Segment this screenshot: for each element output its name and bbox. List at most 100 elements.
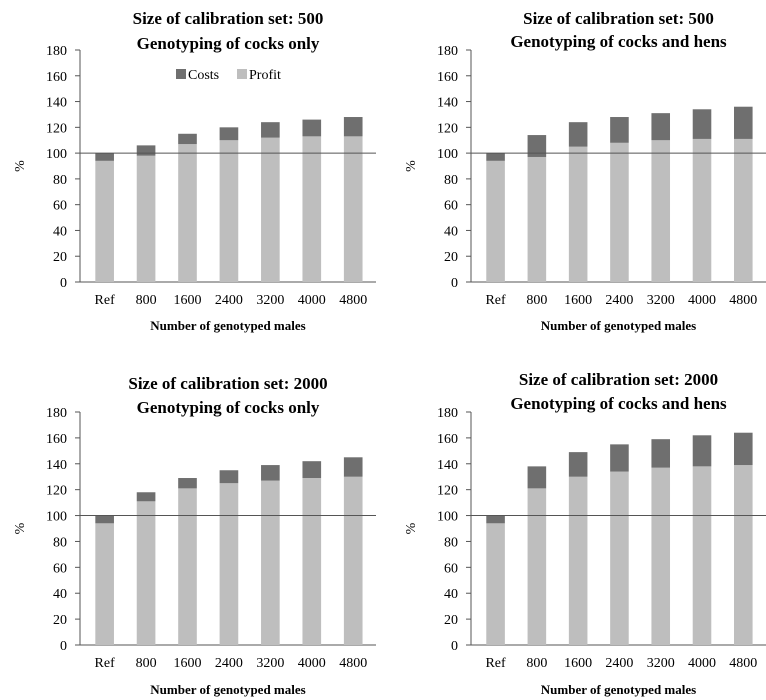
bar-costs bbox=[568, 452, 588, 477]
bar-profit bbox=[343, 136, 363, 282]
y-tick-label: 0 bbox=[60, 276, 67, 291]
x-axis-label: Number of genotyped males bbox=[541, 682, 696, 697]
legend-label-costs: Costs bbox=[188, 68, 219, 83]
chart-panel-2: Size of calibration set: 500 Genotyping o… bbox=[404, 9, 766, 333]
bar-costs bbox=[610, 444, 629, 472]
bar-costs bbox=[178, 478, 197, 489]
chart-title-line: Genotyping of cocks and hens bbox=[510, 394, 727, 413]
bar-profit bbox=[692, 466, 712, 645]
x-tick-label: 800 bbox=[526, 293, 547, 308]
x-tick-label: 1600 bbox=[174, 656, 202, 671]
y-tick-label: 80 bbox=[53, 173, 67, 188]
y-tick-label: 120 bbox=[46, 121, 67, 136]
bar-costs bbox=[343, 117, 363, 137]
x-tick-label: 2400 bbox=[605, 656, 633, 671]
bar-profit bbox=[486, 160, 505, 282]
y-tick-label: 20 bbox=[444, 613, 458, 628]
bar-profit bbox=[610, 471, 629, 645]
y-tick-label: 140 bbox=[46, 458, 67, 473]
y-tick-label: 20 bbox=[53, 250, 67, 265]
y-tick-label: 120 bbox=[46, 484, 67, 499]
x-tick-label: 4800 bbox=[729, 293, 757, 308]
bar-profit bbox=[734, 465, 753, 645]
y-tick-label: 20 bbox=[444, 250, 458, 265]
bar-profit bbox=[610, 142, 629, 282]
bar-profit bbox=[302, 136, 322, 282]
bar-costs bbox=[261, 465, 280, 481]
bar-costs bbox=[219, 470, 239, 484]
y-tick-label: 180 bbox=[46, 406, 67, 421]
bar-profit bbox=[136, 501, 156, 645]
y-tick-label: 160 bbox=[437, 70, 458, 85]
y-tick-label: 60 bbox=[444, 561, 458, 576]
legend-label-profit: Profit bbox=[249, 68, 281, 83]
x-axis-label: Number of genotyped males bbox=[541, 318, 696, 333]
bar-costs bbox=[343, 457, 363, 477]
y-tick-label: 80 bbox=[444, 535, 458, 550]
x-tick-label: 4000 bbox=[298, 656, 326, 671]
bar-costs bbox=[486, 153, 505, 161]
bar-costs bbox=[486, 515, 505, 524]
bar-costs bbox=[568, 122, 588, 147]
chart-panel-4: Size of calibration set: 2000 Genotyping … bbox=[404, 370, 766, 697]
legend-swatch-profit bbox=[237, 69, 247, 79]
x-tick-label: 3200 bbox=[647, 656, 675, 671]
y-tick-label: 100 bbox=[46, 510, 67, 525]
x-tick-label: 3200 bbox=[256, 293, 284, 308]
y-axis-label: % bbox=[404, 522, 419, 534]
x-tick-label: 800 bbox=[136, 656, 157, 671]
bar-costs bbox=[610, 117, 629, 143]
y-tick-label: 100 bbox=[437, 147, 458, 162]
x-tick-label: Ref bbox=[485, 293, 506, 308]
bar-profit bbox=[261, 480, 280, 645]
y-tick-label: 160 bbox=[46, 70, 67, 85]
bar-costs bbox=[692, 109, 712, 139]
bar-profit bbox=[651, 467, 671, 645]
x-tick-label: 800 bbox=[526, 656, 547, 671]
y-tick-label: 40 bbox=[444, 224, 458, 239]
x-tick-label: Ref bbox=[95, 656, 116, 671]
y-axis-label: % bbox=[13, 160, 28, 172]
y-tick-label: 40 bbox=[53, 587, 67, 602]
x-axis-label: Number of genotyped males bbox=[150, 682, 305, 697]
bar-profit bbox=[734, 138, 753, 282]
y-tick-label: 0 bbox=[60, 639, 67, 654]
bar-costs bbox=[302, 119, 322, 137]
x-tick-label: 4000 bbox=[688, 293, 716, 308]
y-tick-label: 140 bbox=[437, 96, 458, 111]
y-tick-label: 140 bbox=[46, 96, 67, 111]
bar-profit bbox=[178, 144, 197, 282]
x-tick-label: 800 bbox=[136, 293, 157, 308]
bar-costs bbox=[651, 113, 671, 141]
bar-costs bbox=[178, 133, 197, 145]
y-tick-label: 80 bbox=[53, 535, 67, 550]
chart-title-line: Genotyping of cocks only bbox=[137, 398, 320, 417]
y-tick-label: 100 bbox=[46, 147, 67, 162]
x-axis-label: Number of genotyped males bbox=[150, 318, 305, 333]
bar-costs bbox=[527, 135, 547, 157]
bar-profit bbox=[95, 160, 114, 282]
bar-costs bbox=[219, 127, 239, 141]
bar-profit bbox=[568, 146, 588, 282]
bar-profit bbox=[261, 137, 280, 282]
bar-costs bbox=[527, 466, 547, 489]
x-tick-label: 4800 bbox=[339, 293, 367, 308]
y-tick-label: 60 bbox=[53, 561, 67, 576]
y-tick-label: 20 bbox=[53, 613, 67, 628]
x-tick-label: 3200 bbox=[256, 656, 284, 671]
y-tick-label: 180 bbox=[437, 44, 458, 59]
bar-profit bbox=[136, 155, 156, 282]
y-tick-label: 40 bbox=[53, 224, 67, 239]
legend: Costs Profit bbox=[176, 68, 281, 83]
bar-profit bbox=[692, 138, 712, 282]
bar-profit bbox=[178, 488, 197, 645]
x-tick-label: 4800 bbox=[339, 656, 367, 671]
x-tick-label: 2400 bbox=[605, 293, 633, 308]
y-tick-label: 0 bbox=[451, 276, 458, 291]
x-tick-label: 4000 bbox=[688, 656, 716, 671]
x-tick-label: 1600 bbox=[564, 293, 592, 308]
x-tick-label: Ref bbox=[485, 656, 506, 671]
bar-profit bbox=[527, 488, 547, 645]
y-tick-label: 60 bbox=[444, 199, 458, 214]
